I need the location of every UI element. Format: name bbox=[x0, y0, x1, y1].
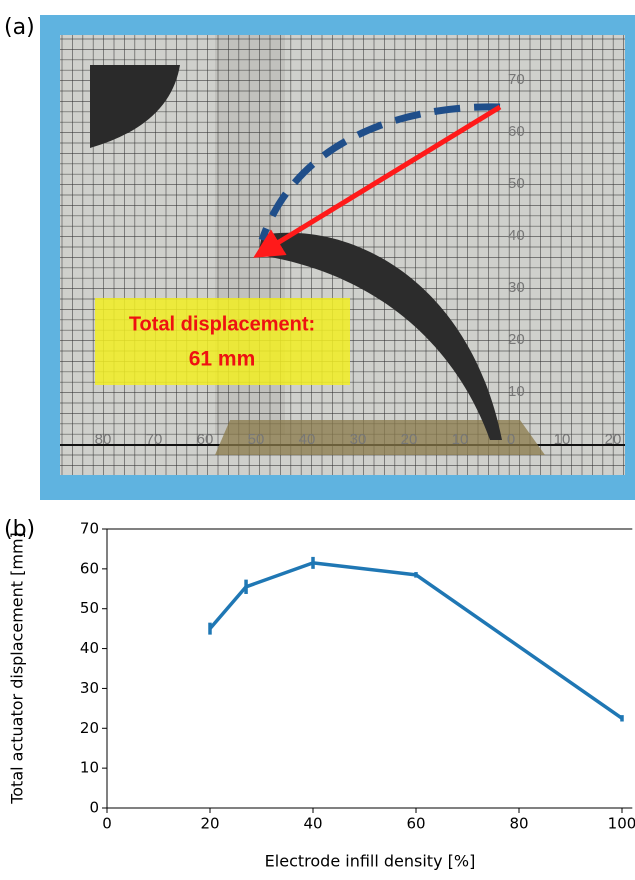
ruler-label: 10 bbox=[508, 383, 525, 400]
panel-label: (b) bbox=[4, 517, 35, 542]
ruler-label: 10 bbox=[554, 431, 571, 448]
ruler-label: 70 bbox=[146, 431, 163, 448]
ruler-label: 80 bbox=[95, 431, 112, 448]
ruler-label: 20 bbox=[508, 331, 525, 348]
y-tick-label: 60 bbox=[80, 559, 99, 577]
x-tick-label: 60 bbox=[406, 815, 425, 833]
x-axis-label: Electrode infill density [%] bbox=[265, 852, 476, 871]
ruler-label: 50 bbox=[248, 431, 265, 448]
ruler-label: 20 bbox=[605, 431, 622, 448]
y-tick-label: 40 bbox=[80, 639, 99, 657]
y-axis-label: Total actuator displacement [mm] bbox=[8, 532, 27, 805]
ruler-label: 70 bbox=[508, 71, 525, 88]
ruler-label: 0 bbox=[507, 431, 515, 448]
panel-label: (a) bbox=[4, 15, 35, 40]
trajectory bbox=[258, 103, 501, 242]
annotation: 61 mm bbox=[189, 348, 256, 371]
ruler-label: 50 bbox=[508, 175, 525, 192]
photo: Total displacement: 61 mm bbox=[40, 15, 635, 500]
x-tick-label: 20 bbox=[200, 815, 219, 833]
data-line bbox=[208, 561, 624, 720]
x-tick-label: 100 bbox=[608, 815, 635, 833]
annotation: Total displacement: bbox=[129, 313, 315, 335]
ruler-label: 30 bbox=[508, 279, 525, 296]
x-tick-label: 40 bbox=[303, 815, 322, 833]
ruler-label: 10 bbox=[452, 431, 469, 448]
ruler-label: 40 bbox=[508, 227, 525, 244]
y-tick-label: 10 bbox=[80, 759, 99, 777]
ruler-label: 20 bbox=[401, 431, 418, 448]
y-tick-label: 30 bbox=[80, 679, 99, 697]
y-tick-label: 20 bbox=[80, 719, 99, 737]
dark-corner bbox=[90, 65, 180, 148]
ruler-label: 60 bbox=[197, 431, 214, 448]
annotation-box bbox=[95, 298, 350, 385]
y-tick-label: 0 bbox=[89, 799, 99, 817]
ruler-label: 40 bbox=[299, 431, 316, 448]
displacement-arrow bbox=[253, 104, 502, 258]
y-tick-label: 50 bbox=[80, 599, 99, 617]
x-tick-label: 80 bbox=[509, 815, 528, 833]
base bbox=[215, 420, 545, 455]
y-tick-label: 70 bbox=[80, 520, 99, 538]
axes-frame bbox=[106, 528, 633, 809]
ruler-label: 60 bbox=[508, 123, 525, 140]
ruler-label: 30 bbox=[350, 431, 367, 448]
x-tick-label: 0 bbox=[102, 815, 112, 833]
